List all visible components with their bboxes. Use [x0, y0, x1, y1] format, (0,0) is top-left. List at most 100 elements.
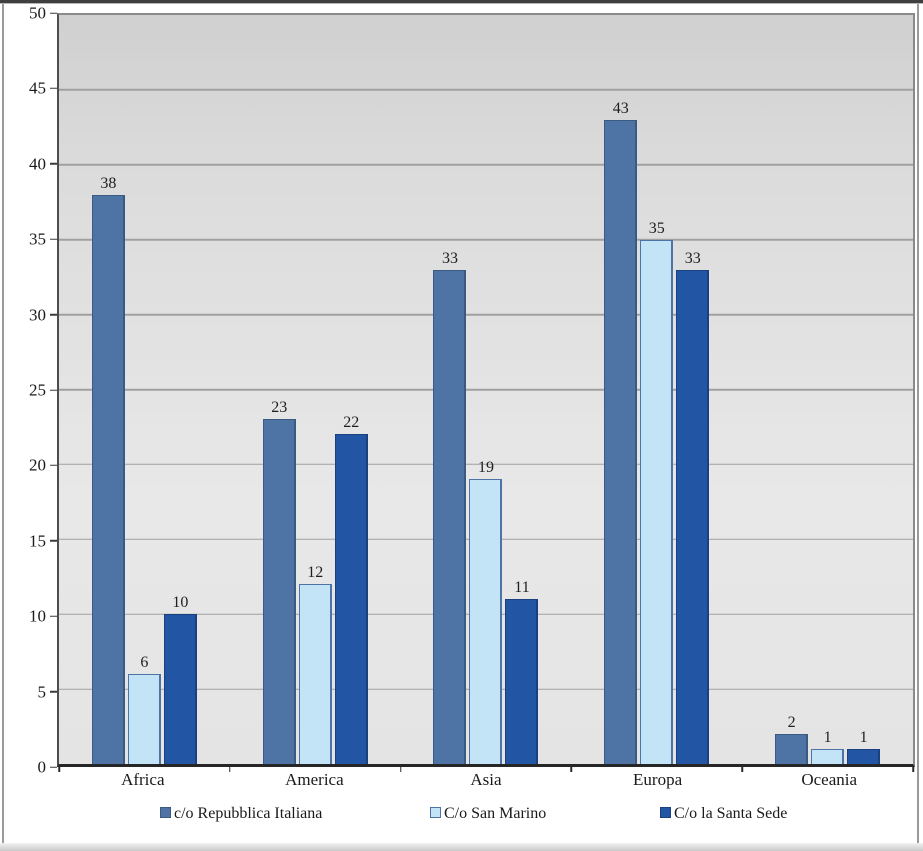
gridline	[59, 313, 913, 316]
bar-value-label: 6	[140, 654, 149, 672]
bar-value-label: 10	[172, 594, 189, 612]
y-tick-mark	[50, 313, 57, 316]
y-tick-mark	[50, 690, 57, 693]
bar-value-label: 11	[514, 579, 530, 597]
bar-value-label: 22	[343, 414, 360, 432]
bar-column: 33	[433, 15, 467, 764]
bar-column: 22	[334, 15, 368, 764]
y-axis-labels: 0 5 10 15 20 25 30 35 40 45 50	[0, 5, 57, 776]
legend-item: C/o San Marino	[430, 806, 546, 822]
bar-column: 23	[262, 15, 296, 764]
gridline	[59, 164, 913, 166]
bar-column: 19	[469, 15, 503, 764]
bar-series-3	[676, 269, 710, 764]
y-tick-label: 30	[29, 305, 46, 325]
bar-column: 12	[298, 15, 332, 764]
frame-top-border	[0, 0, 923, 4]
bar-series-1	[91, 194, 125, 764]
gridline	[59, 238, 913, 241]
x-tick-mark	[570, 766, 573, 772]
y-tick-mark	[50, 766, 57, 768]
bar-series-2	[469, 479, 503, 764]
bar-value-label: 33	[684, 249, 701, 267]
legend: c/o Repubblica Italiana C/o San Marino C/o…	[0, 806, 923, 832]
bar-column: 33	[676, 15, 710, 764]
legend-color-swatch	[430, 806, 441, 818]
bar-group: 23 12 22	[230, 15, 401, 764]
x-tick-mark	[741, 766, 743, 772]
bar-series-2	[298, 584, 332, 764]
category-label: Europa	[633, 770, 683, 789]
bar-column: 38	[91, 15, 125, 764]
y-tick-label: 35	[29, 229, 46, 249]
y-tick-label: 0	[37, 757, 47, 777]
bar-value-label: 1	[859, 729, 868, 747]
y-tick-label: 5	[37, 682, 47, 702]
legend-color-swatch	[160, 806, 171, 818]
bar-series-2	[811, 749, 845, 764]
category-label: Oceania	[801, 770, 858, 789]
bar-series-1	[262, 419, 296, 764]
bar-column: 11	[505, 15, 539, 764]
y-tick-mark	[50, 238, 57, 240]
y-tick-mark	[50, 12, 57, 14]
bar-series-1	[775, 734, 809, 764]
legend-label: c/o Repubblica Italiana	[174, 805, 323, 822]
bar-value-label: 43	[612, 99, 629, 117]
bar-series-2	[127, 674, 161, 764]
legend-item: C/o la Santa Sede	[660, 806, 787, 822]
y-tick-label: 25	[29, 380, 46, 400]
category-label: Africa	[121, 770, 165, 789]
bar-value-label: 2	[787, 714, 796, 732]
bar-column: 1	[811, 15, 845, 764]
category-labels: Africa America Asia Europa Oceania	[57, 770, 915, 790]
x-tick-mark	[58, 766, 60, 772]
category-label: America	[285, 770, 344, 789]
bar-series-2	[640, 239, 674, 764]
frame-bottom-border	[0, 843, 923, 851]
frame-left-border	[2, 4, 4, 843]
x-tick-mark	[399, 766, 402, 772]
bar-column: 35	[640, 15, 674, 764]
bar-value-label: 1	[823, 729, 832, 747]
x-tick-mark	[229, 766, 231, 772]
frame-right-border	[917, 4, 919, 843]
bar-column: 43	[604, 15, 638, 764]
y-tick-mark	[50, 464, 57, 467]
bar-group: 38 6 10	[59, 15, 230, 764]
legend-item: c/o Repubblica Italiana	[160, 806, 322, 822]
y-tick-mark	[50, 540, 57, 542]
bar-series-3	[847, 749, 881, 764]
plot-area: 38 6 10 23 12 22 33 19 11 43 35 33 2 1 1	[57, 13, 915, 772]
gridline	[59, 89, 913, 91]
bar-groups: 38 6 10 23 12 22 33 19 11 43 35 33 2 1 1	[59, 15, 913, 764]
x-axis-ticks	[58, 764, 914, 772]
bar-value-label: 33	[441, 249, 458, 267]
y-tick-label: 15	[29, 531, 46, 551]
y-tick-label: 50	[29, 3, 46, 23]
bar-column: 2	[775, 15, 809, 764]
y-tick-label: 45	[29, 78, 46, 98]
bar-series-3	[163, 614, 197, 764]
bar-value-label: 38	[100, 174, 117, 192]
bar-series-1	[433, 269, 467, 764]
bar-value-label: 19	[477, 459, 494, 477]
bar-value-label: 12	[307, 564, 324, 582]
y-tick-mark	[50, 87, 57, 90]
bar-column: 10	[163, 15, 197, 764]
gridline	[59, 463, 913, 466]
y-tick-mark	[50, 389, 57, 391]
legend-color-swatch	[660, 806, 671, 818]
bar-group: 2 1 1	[742, 15, 913, 764]
bar-value-label: 23	[271, 399, 288, 417]
x-tick-mark	[912, 766, 914, 772]
y-tick-label: 40	[29, 154, 46, 174]
bar-column: 1	[847, 15, 881, 764]
legend-label: C/o San Marino	[444, 805, 547, 822]
bar-column: 6	[127, 15, 161, 764]
bar-series-1	[604, 119, 638, 764]
bar-group: 43 35 33	[571, 15, 742, 764]
legend-label: C/o la Santa Sede	[674, 805, 788, 822]
bar-series-3	[334, 434, 368, 764]
